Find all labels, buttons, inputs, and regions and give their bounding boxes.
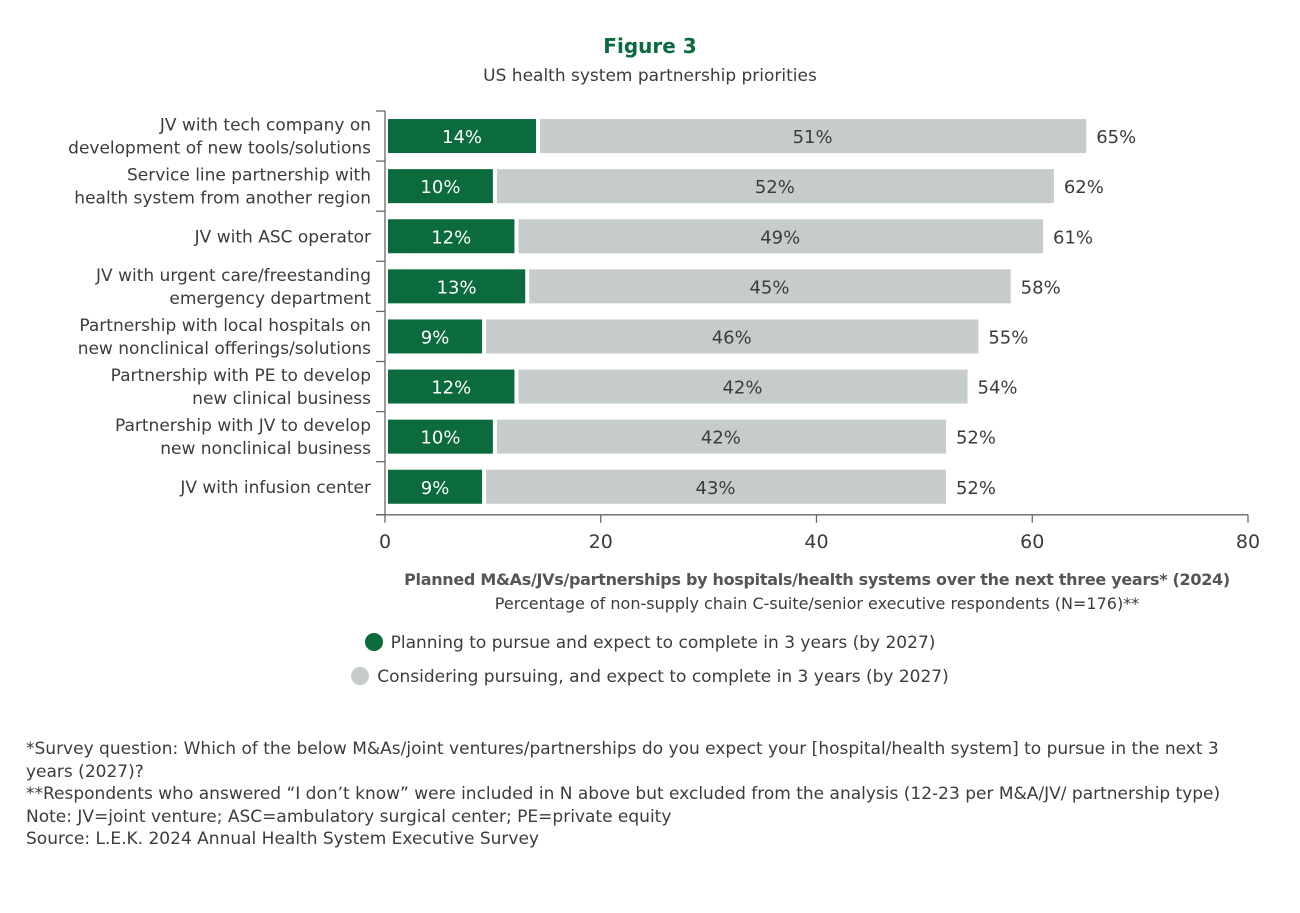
category-label: Service line partnership with health syst… xyxy=(74,166,371,209)
legend-item-planning: Planning to pursue and expect to complet… xyxy=(0,633,1300,653)
bar-segment-planning xyxy=(388,219,515,254)
bar-total-label: 65% xyxy=(1096,127,1136,148)
bar-value-label: 52% xyxy=(755,177,795,198)
footnote: **Respondents who answered “I don’t know… xyxy=(26,784,1221,804)
bar-segment-planning xyxy=(388,369,515,404)
bar-total-label: 61% xyxy=(1053,227,1093,248)
bar-segment-considering xyxy=(496,169,1054,204)
bar-value-label: 9% xyxy=(421,327,450,348)
legend-label: Considering pursuing, and expect to comp… xyxy=(377,667,949,687)
bar-value-label: 42% xyxy=(722,378,762,399)
footnotes: *Survey question: Which of the below M&A… xyxy=(26,738,1266,851)
legend-swatch-gray xyxy=(351,667,370,685)
category-label: JV with ASC operator xyxy=(194,227,371,247)
category-label: Partnership with JV to develop new noncli… xyxy=(115,416,371,459)
bar-value-label: 10% xyxy=(420,177,460,198)
x-tick-label: 20 xyxy=(589,531,613,553)
x-tick-label: 40 xyxy=(804,531,828,553)
figure-label: Figure 3 xyxy=(603,34,697,58)
bar-total-label: 52% xyxy=(956,478,996,499)
x-axis-title: Planned M&As/JVs/partnerships by hospita… xyxy=(404,570,1230,589)
category-label: JV with tech company on development of ne… xyxy=(68,116,371,159)
x-tick-label: 80 xyxy=(1236,531,1260,553)
x-tick-label: 60 xyxy=(1020,531,1044,553)
x-axis-subtitle: Percentage of non-supply chain C-suite/s… xyxy=(494,594,1140,613)
bar-segment-considering xyxy=(529,269,1011,304)
footnote: Source: L.E.K. 2024 Annual Health System… xyxy=(26,829,539,849)
category-label: JV with urgent care/freestanding emergenc… xyxy=(95,266,371,309)
legend-item-considering: Considering pursuing, and expect to comp… xyxy=(0,667,1300,687)
bar-segment-considering xyxy=(496,419,946,454)
bar-value-label: 14% xyxy=(442,127,482,148)
bar-value-label: 9% xyxy=(421,478,450,499)
legend-label: Planning to pursue and expect to complet… xyxy=(390,633,936,653)
bar-total-label: 55% xyxy=(988,327,1028,348)
bar-value-label: 49% xyxy=(760,227,800,248)
bar-value-label: 43% xyxy=(696,478,736,499)
footnote: Note: JV=joint venture; ASC=ambulatory s… xyxy=(26,806,672,827)
bar-value-label: 12% xyxy=(431,378,471,399)
bar-value-label: 51% xyxy=(793,127,833,148)
bar-value-label: 12% xyxy=(431,227,471,248)
category-label: JV with infusion center xyxy=(179,478,371,498)
bar-total-label: 58% xyxy=(1021,277,1061,298)
bar-segment-considering xyxy=(486,319,979,354)
bar-segment-considering xyxy=(518,219,1044,254)
bar-total-label: 52% xyxy=(956,428,996,449)
bar-total-label: 54% xyxy=(978,378,1018,399)
bar-value-label: 10% xyxy=(420,428,460,449)
bar-value-label: 13% xyxy=(437,277,477,298)
bar-segment-considering xyxy=(486,469,946,504)
chart-title: US health system partnership priorities xyxy=(483,66,817,86)
bar-segment-planning xyxy=(388,319,483,354)
bar-segment-planning xyxy=(388,469,483,504)
bar-value-label: 45% xyxy=(749,277,789,298)
x-tick-label: 0 xyxy=(379,531,391,553)
legend-swatch-green xyxy=(364,633,383,651)
bar-segment-planning xyxy=(388,419,493,454)
category-label: Partnership with PE to develop new clinic… xyxy=(111,366,371,409)
bar-segment-planning xyxy=(388,119,537,154)
footnote: *Survey question: Which of the below M&A… xyxy=(26,739,1219,782)
bar-segment-planning xyxy=(388,269,526,304)
bar-segment-considering xyxy=(540,119,1087,154)
bar-total-label: 62% xyxy=(1064,177,1104,198)
bar-value-label: 46% xyxy=(712,327,752,348)
bar-segment-planning xyxy=(388,169,493,204)
bar-segment-considering xyxy=(518,369,968,404)
category-label: Partnership with local hospitals on new n… xyxy=(78,316,371,359)
bar-value-label: 42% xyxy=(701,428,741,449)
